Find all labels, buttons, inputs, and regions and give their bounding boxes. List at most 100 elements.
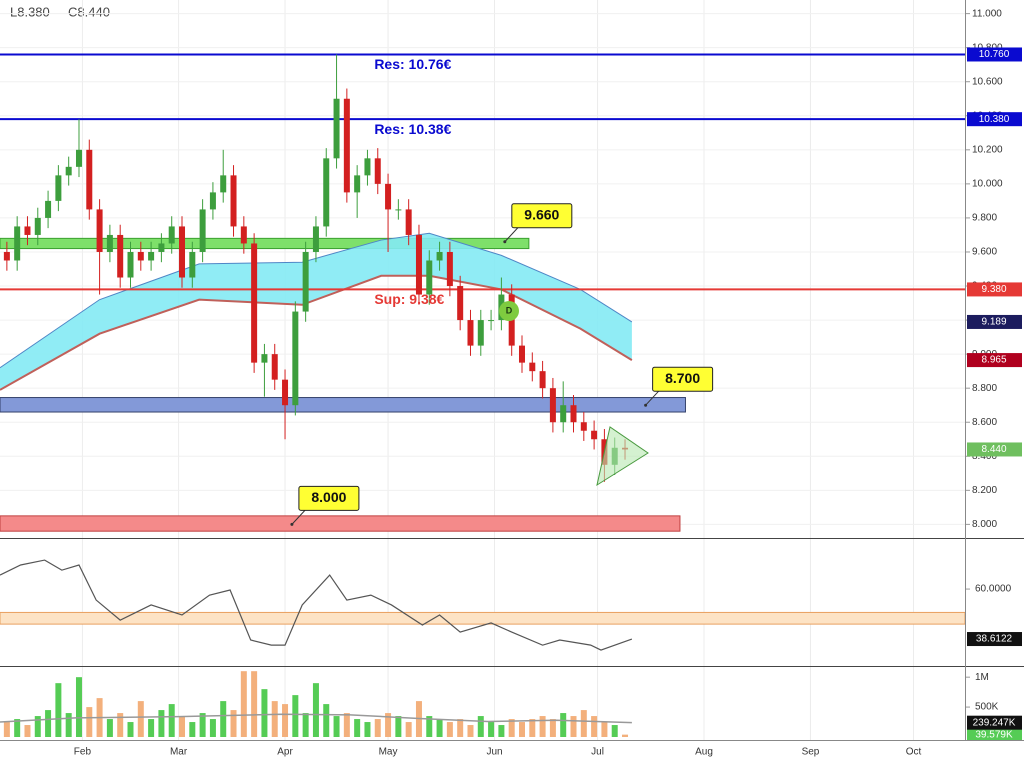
candle-body <box>220 175 227 193</box>
ma-band-fill <box>0 233 632 390</box>
candle-body <box>271 354 278 380</box>
y-tick-label: 10.600 <box>972 76 1003 87</box>
candle-body <box>251 243 258 363</box>
callout-pointer <box>645 390 659 406</box>
candle-body <box>477 320 484 346</box>
x-tick-label: Oct <box>906 747 922 758</box>
x-tick-label: Sep <box>802 747 820 758</box>
volume-bar <box>179 716 186 737</box>
candle-body <box>323 158 330 227</box>
volume-bar <box>343 713 350 737</box>
candle-body <box>65 166 72 176</box>
candle-body <box>14 226 21 261</box>
callout-anchor <box>290 522 294 526</box>
candle-body <box>106 234 113 252</box>
candle-body <box>86 149 93 210</box>
volume-bar <box>137 701 144 737</box>
callout-pointer <box>291 510 306 525</box>
volume-bar <box>292 695 299 737</box>
drawings: D <box>499 301 649 487</box>
moving-average <box>0 232 633 369</box>
volume-bar <box>333 716 340 737</box>
candle-body <box>426 260 433 295</box>
volume-ma <box>0 713 632 724</box>
event-marker-circle <box>499 301 519 321</box>
price-label: 8.965 <box>981 355 1006 366</box>
volume-bar <box>498 725 505 737</box>
candle-body <box>467 320 474 346</box>
volume-bar <box>591 716 598 737</box>
candle-body <box>549 388 556 423</box>
candle-body <box>405 209 412 235</box>
price-label: 10.760 <box>979 49 1010 60</box>
candle-body <box>179 226 186 278</box>
volume-bar <box>3 722 10 737</box>
volume-bar <box>488 722 495 737</box>
volume-bar <box>302 713 309 737</box>
volume-bar <box>209 719 216 737</box>
volume-bar <box>570 716 577 737</box>
volume-bar <box>34 716 41 737</box>
candle-body <box>570 405 577 423</box>
volume-bar <box>364 722 371 737</box>
volume-bar <box>117 713 124 737</box>
price-label-box <box>967 715 1022 730</box>
volume-bar <box>622 734 629 737</box>
callout-anchor <box>503 240 507 244</box>
callout-anchor <box>644 403 648 407</box>
volume-bar <box>446 722 453 737</box>
header-low: L8.380 <box>10 4 50 19</box>
candle-body <box>364 158 371 176</box>
volume-bar <box>282 704 289 737</box>
x-axis-strip <box>0 740 1024 744</box>
y-tick-label: 8.600 <box>972 417 997 428</box>
volume-bar <box>426 716 433 737</box>
candle-body <box>488 320 495 322</box>
volume-bar <box>580 710 587 737</box>
price-label-box <box>967 727 1022 742</box>
volume-bar <box>436 719 443 737</box>
candle-body <box>24 226 31 235</box>
price-label-box <box>967 47 1022 62</box>
volume-bar <box>230 710 237 737</box>
price-label-box <box>967 282 1022 297</box>
volume-bar <box>467 725 474 737</box>
candle-body <box>199 209 206 252</box>
volume-bar <box>601 722 608 737</box>
volume-bar <box>240 671 247 737</box>
volume-bar <box>385 713 392 737</box>
volume-bar <box>65 713 72 737</box>
header-close: C8.440 <box>68 4 110 19</box>
moving-average <box>0 274 633 391</box>
level-name: Sup: 9.38€ <box>374 291 444 307</box>
candle-body <box>3 251 10 261</box>
candle-body <box>518 345 525 363</box>
level-name: Res: 10.76€ <box>374 56 451 72</box>
y-tick-label: 1M <box>975 672 989 683</box>
price-label: 8.440 <box>981 444 1006 455</box>
candle-body <box>591 430 598 440</box>
y-tick-label: 60.0000 <box>975 584 1012 595</box>
x-tick-label: Jun <box>486 747 502 758</box>
candle-body <box>168 226 175 244</box>
y-tick-label: 10.000 <box>972 179 1003 190</box>
volume-bar <box>457 719 464 737</box>
y-tick-label: 500K <box>975 702 999 713</box>
x-tick-label: May <box>379 747 398 758</box>
price-label: 9.380 <box>981 284 1006 295</box>
rsi-band <box>0 611 966 625</box>
volume-bar <box>354 719 361 737</box>
volume-bar <box>14 719 21 737</box>
volume-bar <box>199 713 206 737</box>
volume-bar <box>220 701 227 737</box>
candle-body <box>240 226 247 244</box>
y-tick-label: 8.200 <box>972 485 997 496</box>
candle-body <box>292 311 299 406</box>
price-label: 39.579K <box>975 729 1013 740</box>
candle-body <box>117 234 124 278</box>
volume-bar <box>261 689 268 737</box>
price-label-box <box>967 632 1022 647</box>
candle-body <box>560 405 567 423</box>
